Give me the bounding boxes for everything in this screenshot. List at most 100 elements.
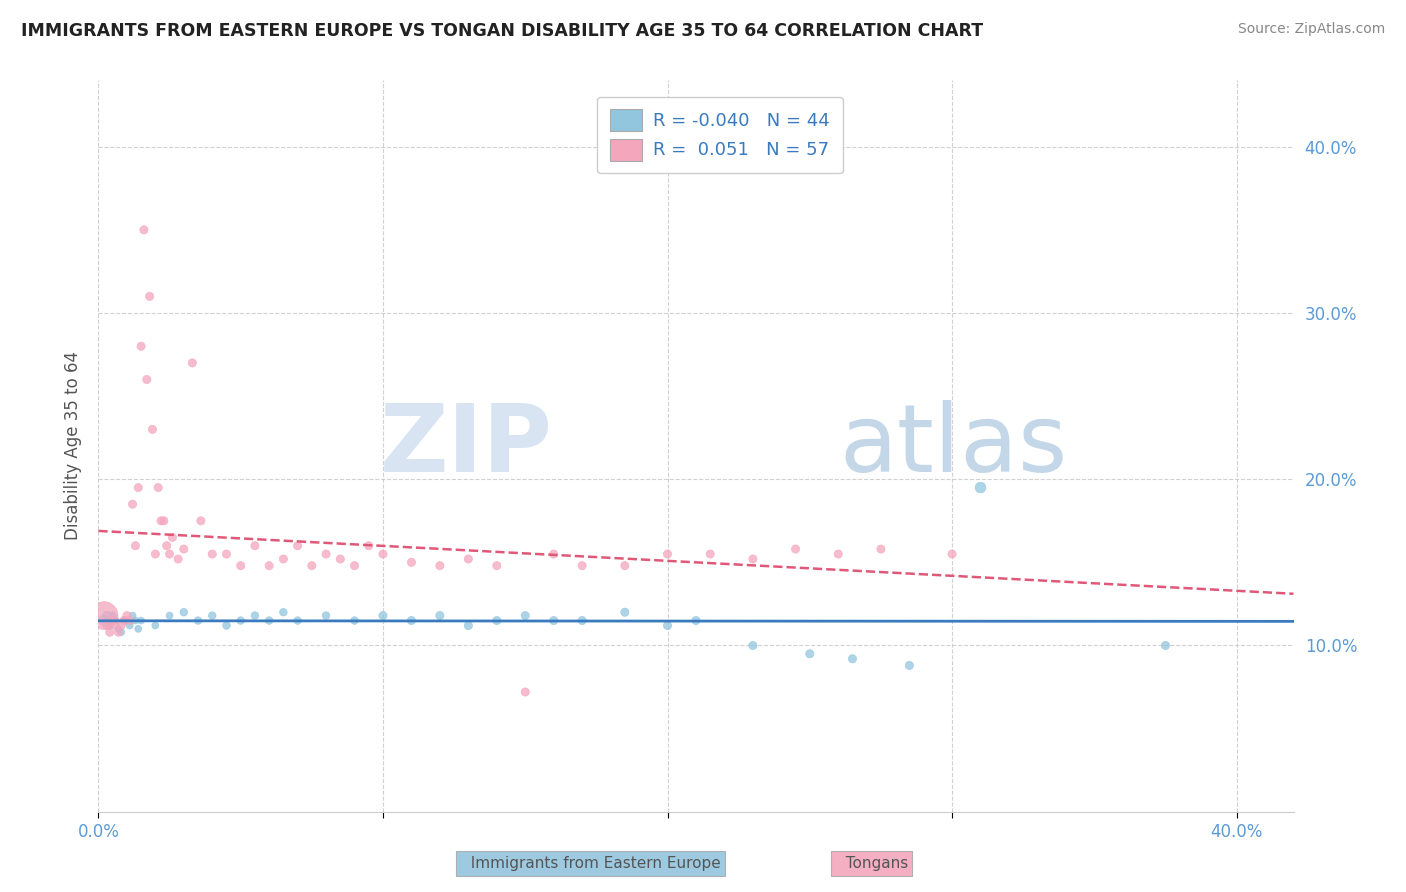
Point bbox=[343, 558, 366, 573]
Point bbox=[243, 539, 266, 553]
Point bbox=[118, 618, 141, 632]
Point bbox=[657, 547, 679, 561]
Point bbox=[257, 558, 280, 573]
Point bbox=[401, 555, 423, 569]
Point bbox=[1154, 639, 1177, 653]
Point bbox=[112, 614, 135, 628]
Point bbox=[329, 552, 352, 566]
Point bbox=[167, 552, 190, 566]
Point bbox=[287, 539, 309, 553]
Point bbox=[112, 614, 135, 628]
Point bbox=[613, 558, 636, 573]
Point bbox=[115, 614, 138, 628]
Point bbox=[457, 552, 479, 566]
Point bbox=[315, 547, 337, 561]
Point bbox=[287, 614, 309, 628]
Point bbox=[827, 547, 849, 561]
Point bbox=[429, 608, 451, 623]
Point bbox=[101, 614, 124, 628]
Point bbox=[969, 481, 991, 495]
Point bbox=[104, 618, 127, 632]
Text: Tongans: Tongans bbox=[835, 856, 908, 871]
Point bbox=[343, 614, 366, 628]
Point bbox=[162, 530, 184, 544]
Point bbox=[173, 542, 195, 557]
Point bbox=[741, 639, 763, 653]
Point bbox=[515, 608, 537, 623]
Point bbox=[543, 547, 565, 561]
Point bbox=[613, 605, 636, 619]
Point bbox=[93, 614, 115, 628]
Point bbox=[371, 547, 394, 561]
Text: Immigrants from Eastern Europe: Immigrants from Eastern Europe bbox=[461, 856, 720, 871]
Point bbox=[124, 614, 146, 628]
Point bbox=[543, 614, 565, 628]
Point bbox=[190, 514, 212, 528]
Point bbox=[159, 547, 181, 561]
Point bbox=[93, 608, 115, 623]
Point bbox=[107, 625, 129, 640]
Point bbox=[401, 614, 423, 628]
Text: atlas: atlas bbox=[839, 400, 1067, 492]
Point bbox=[156, 539, 179, 553]
Legend: R = -0.040   N = 44, R =  0.051   N = 57: R = -0.040 N = 44, R = 0.051 N = 57 bbox=[598, 96, 842, 173]
Point bbox=[98, 625, 121, 640]
Point bbox=[741, 552, 763, 566]
Point bbox=[941, 547, 963, 561]
Point bbox=[315, 608, 337, 623]
Point bbox=[96, 608, 118, 623]
Point bbox=[129, 614, 152, 628]
Point bbox=[699, 547, 721, 561]
Point bbox=[357, 539, 380, 553]
Point bbox=[115, 608, 138, 623]
Point bbox=[870, 542, 893, 557]
Point bbox=[127, 622, 149, 636]
Point bbox=[107, 622, 129, 636]
Point bbox=[571, 614, 593, 628]
Point bbox=[173, 605, 195, 619]
Point bbox=[257, 614, 280, 628]
Point bbox=[485, 558, 508, 573]
Text: IMMIGRANTS FROM EASTERN EUROPE VS TONGAN DISABILITY AGE 35 TO 64 CORRELATION CHA: IMMIGRANTS FROM EASTERN EUROPE VS TONGAN… bbox=[21, 22, 983, 40]
Point bbox=[150, 514, 173, 528]
Point bbox=[135, 372, 157, 386]
Point bbox=[101, 608, 124, 623]
Point bbox=[457, 618, 479, 632]
Point bbox=[243, 608, 266, 623]
Point bbox=[485, 614, 508, 628]
Point bbox=[98, 618, 121, 632]
Point bbox=[104, 614, 127, 628]
Point bbox=[124, 539, 146, 553]
Point bbox=[515, 685, 537, 699]
Point bbox=[273, 552, 295, 566]
Point bbox=[429, 558, 451, 573]
Point bbox=[132, 223, 155, 237]
Point bbox=[141, 422, 163, 436]
Point bbox=[127, 481, 149, 495]
Point bbox=[129, 339, 152, 353]
Point bbox=[215, 618, 238, 632]
Point bbox=[685, 614, 707, 628]
Point bbox=[96, 618, 118, 632]
Text: Source: ZipAtlas.com: Source: ZipAtlas.com bbox=[1237, 22, 1385, 37]
Point bbox=[201, 547, 224, 561]
Point bbox=[229, 614, 252, 628]
Point bbox=[371, 608, 394, 623]
Point bbox=[301, 558, 323, 573]
Point bbox=[799, 647, 821, 661]
Point bbox=[181, 356, 204, 370]
Point bbox=[153, 514, 176, 528]
Point bbox=[201, 608, 224, 623]
Point bbox=[143, 547, 166, 561]
Point bbox=[143, 618, 166, 632]
Y-axis label: Disability Age 35 to 64: Disability Age 35 to 64 bbox=[63, 351, 82, 541]
Point bbox=[121, 608, 143, 623]
Point bbox=[898, 658, 921, 673]
Point bbox=[229, 558, 252, 573]
Point bbox=[148, 481, 170, 495]
Point bbox=[110, 618, 132, 632]
Point bbox=[273, 605, 295, 619]
Point bbox=[110, 625, 132, 640]
Point bbox=[785, 542, 807, 557]
Point bbox=[187, 614, 209, 628]
